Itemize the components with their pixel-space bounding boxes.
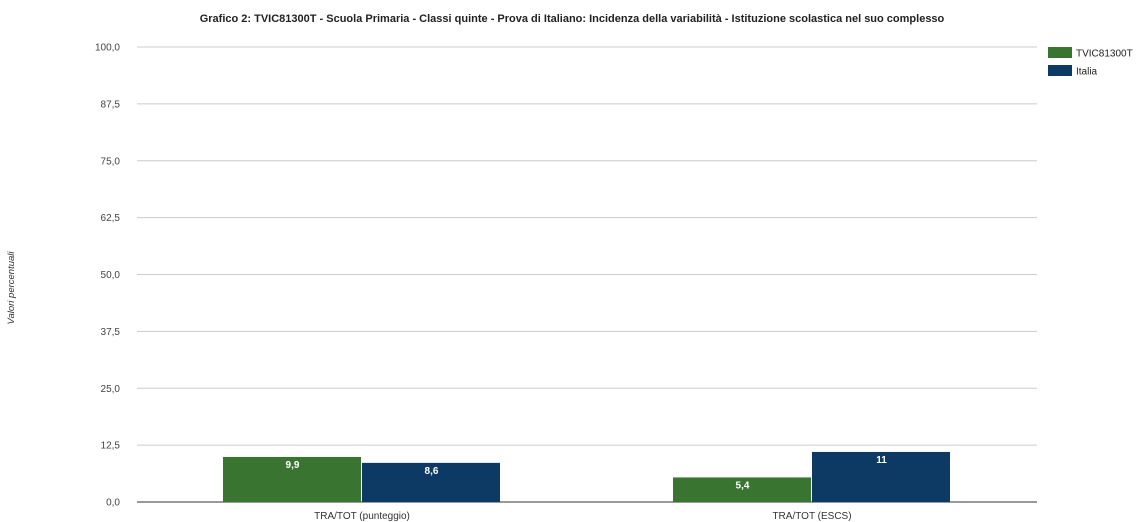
y-tick-label: 62,5 (101, 213, 121, 224)
bar (223, 456, 361, 502)
bar (362, 462, 500, 502)
legend: TVIC81300T Italia (1048, 47, 1133, 78)
legend-label: Italia (1076, 67, 1098, 78)
gridlines (137, 46, 1037, 503)
y-axis-label: Valori percentuali (6, 251, 17, 325)
x-axis-categories: TRA/TOT (punteggio) TRA/TOT (ESCS) (314, 511, 851, 522)
legend-label: TVIC81300T (1076, 49, 1133, 60)
y-tick-label: 100,0 (95, 43, 120, 54)
y-tick-label: 0,0 (106, 498, 120, 509)
y-tick-label: 50,0 (101, 270, 121, 281)
bars: 9,9 8,6 5,4 11 (223, 451, 950, 502)
data-label: 8,6 (425, 466, 439, 477)
y-axis-ticks: 0,0 12,5 25,0 37,5 50,0 62,5 75,0 87,5 100,0 (95, 43, 120, 509)
x-category-label: TRA/TOT (punteggio) (314, 511, 410, 522)
data-label: 11 (876, 455, 887, 466)
bar (673, 477, 811, 502)
y-tick-label: 87,5 (101, 99, 121, 110)
x-category-label: TRA/TOT (ESCS) (772, 511, 851, 522)
y-tick-label: 37,5 (101, 327, 121, 338)
legend-swatch (1048, 47, 1072, 58)
data-label: 5,4 (736, 480, 750, 491)
chart-title: Grafico 2: TVIC81300T - Scuola Primaria … (200, 13, 945, 25)
bar (812, 451, 950, 502)
y-tick-label: 75,0 (101, 156, 121, 167)
data-label: 9,9 (286, 460, 300, 471)
legend-swatch (1048, 65, 1072, 76)
y-tick-label: 25,0 (101, 384, 121, 395)
y-tick-label: 12,5 (101, 441, 121, 452)
